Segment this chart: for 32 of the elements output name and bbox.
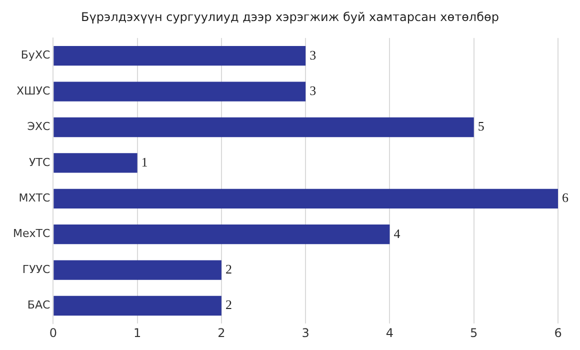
x-tick-label: 4 bbox=[386, 326, 394, 340]
x-tick-label: 1 bbox=[133, 326, 142, 340]
x-tick-label: 5 bbox=[470, 326, 478, 340]
data-label: 6 bbox=[562, 190, 569, 206]
y-tick-label: ХШУС bbox=[16, 84, 50, 98]
data-label: 3 bbox=[310, 47, 316, 62]
data-label: 4 bbox=[394, 226, 401, 241]
data-label: 3 bbox=[310, 82, 316, 98]
x-tick-label: 2 bbox=[218, 326, 226, 340]
data-label: 2 bbox=[225, 297, 232, 312]
bar bbox=[54, 46, 306, 66]
data-label: 1 bbox=[141, 154, 148, 170]
x-tick-label: 3 bbox=[302, 326, 310, 340]
y-tick-label: БАС bbox=[27, 298, 50, 312]
bar bbox=[54, 224, 390, 244]
x-tick-label: 6 bbox=[554, 326, 562, 340]
bar bbox=[54, 296, 222, 316]
y-tick-label: ЭХС bbox=[27, 120, 50, 134]
bar bbox=[54, 82, 306, 102]
data-label: 5 bbox=[478, 118, 484, 134]
bar bbox=[54, 153, 138, 173]
y-tick-label: БуХС bbox=[20, 48, 50, 62]
y-tick-label: УТС bbox=[29, 156, 50, 169]
y-tick-label: МХТС bbox=[18, 192, 50, 205]
bar bbox=[54, 260, 222, 280]
x-tick-label: 0 bbox=[49, 326, 57, 340]
bar bbox=[54, 117, 474, 138]
y-tick-label: МехТС bbox=[12, 227, 50, 240]
chart-title: Бүрэлдэхүүн сургуулиуд дээр хэрэгжиж буй хамтарсан хөтөлбөр bbox=[80, 10, 500, 24]
y-tick-label: ГУУС bbox=[22, 262, 50, 276]
bar bbox=[54, 188, 558, 208]
data-label: 2 bbox=[225, 261, 232, 276]
